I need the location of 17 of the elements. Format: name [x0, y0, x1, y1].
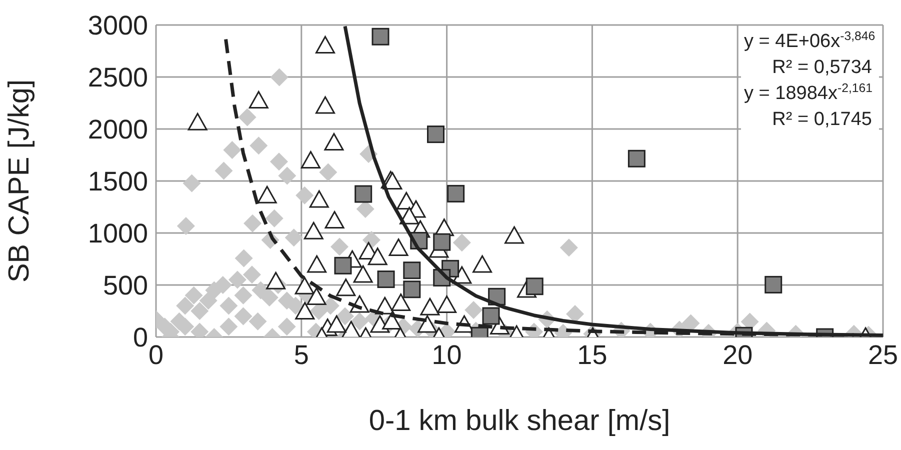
- y-tick-label: 1000: [88, 218, 148, 249]
- y-tick-label: 3000: [88, 10, 148, 41]
- x-tick-label: 15: [577, 340, 608, 370]
- x-tick-label: 5: [294, 340, 309, 370]
- x-tick-label: 25: [868, 340, 898, 370]
- y-axis-title: SB CAPE [J/kg]: [3, 79, 36, 283]
- x-axis-title: 0-1 km bulk shear [m/s]: [368, 405, 670, 437]
- y-tick-label: 500: [102, 270, 148, 301]
- y-tick-label: 2500: [88, 62, 148, 93]
- annotation: R² = 0,5734: [772, 57, 872, 78]
- x-tick-label: 20: [722, 340, 753, 370]
- annotation: y = 18984x$^{-2,161}$: [744, 81, 873, 104]
- annotation: y = 4E+06x$^{-3,846}$: [744, 29, 876, 52]
- y-tick-label: 2000: [88, 114, 148, 145]
- annotation: R² = 0,1745: [772, 109, 872, 130]
- y-tick-label: 1500: [88, 166, 148, 197]
- x-tick-label: 10: [432, 340, 462, 370]
